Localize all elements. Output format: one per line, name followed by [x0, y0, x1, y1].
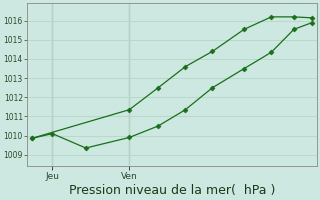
X-axis label: Pression niveau de la mer(  hPa ): Pression niveau de la mer( hPa )	[68, 184, 275, 197]
